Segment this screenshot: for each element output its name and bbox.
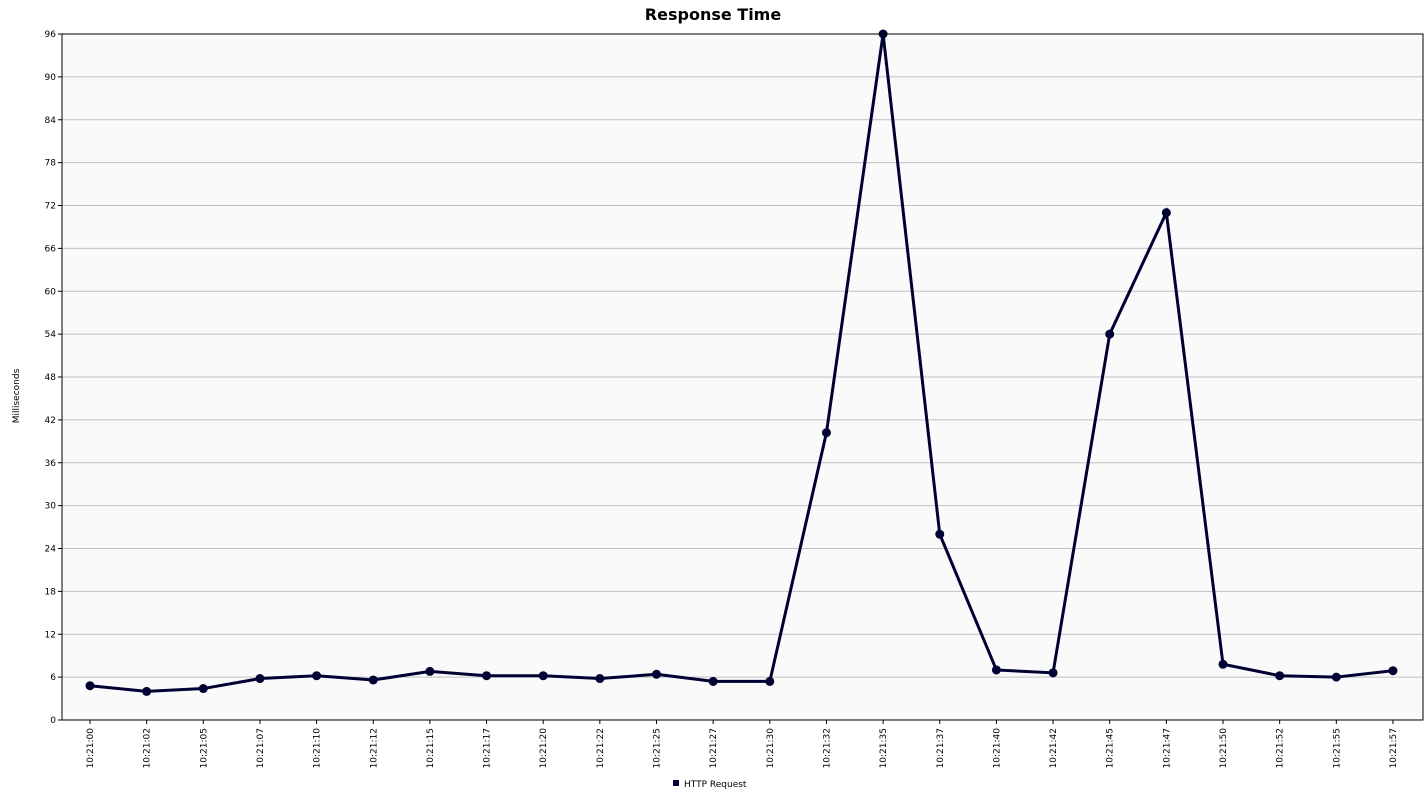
- y-tick-label: 48: [45, 373, 57, 383]
- data-point: [935, 529, 945, 539]
- y-axis-label: Milliseconds: [12, 368, 22, 423]
- x-tick-label: 10:21:00: [86, 728, 96, 769]
- data-point: [142, 686, 152, 696]
- x-tick-label: 10:21:57: [1389, 728, 1399, 768]
- x-tick-label: 10:21:50: [1219, 728, 1229, 769]
- x-tick-label: 10:21:10: [313, 728, 323, 769]
- x-tick-label: 10:21:45: [1106, 728, 1116, 768]
- legend: HTTP Request: [673, 780, 747, 790]
- x-tick-label: 10:21:12: [369, 728, 379, 768]
- x-tick-label: 10:21:47: [1162, 728, 1172, 768]
- data-point: [1275, 671, 1285, 681]
- data-point: [991, 665, 1001, 675]
- x-tick-label: 10:21:30: [766, 728, 776, 769]
- y-tick-label: 66: [45, 244, 57, 254]
- data-point: [482, 671, 492, 681]
- x-tick-label: 10:21:35: [879, 728, 889, 768]
- y-tick-label: 0: [50, 716, 56, 726]
- x-tick-label: 10:21:15: [426, 728, 436, 768]
- x-tick-label: 10:21:20: [539, 728, 549, 769]
- series-line: [89, 33, 1394, 693]
- data-point: [1218, 659, 1228, 669]
- y-tick-label: 12: [45, 630, 56, 640]
- y-tick-label: 6: [50, 673, 56, 683]
- y-tick-label: 36: [45, 459, 57, 469]
- x-tick-label: 10:21:27: [709, 728, 719, 768]
- y-tick-label: 90: [45, 73, 57, 83]
- y-tick-label: 60: [45, 287, 57, 297]
- x-tick-label: 10:21:52: [1276, 728, 1286, 768]
- data-point: [368, 675, 378, 685]
- x-tick-label: 10:21:55: [1332, 728, 1342, 768]
- y-tick-label: 24: [45, 545, 57, 555]
- data-point: [85, 681, 95, 691]
- data-point: [1331, 672, 1341, 682]
- y-tick-label: 84: [45, 116, 57, 126]
- plot-border: [61, 33, 1424, 721]
- data-point: [595, 674, 605, 684]
- x-tick-label: 10:21:37: [936, 728, 946, 768]
- x-tick-label: 10:21:25: [653, 728, 663, 768]
- y-tick-label: 42: [45, 416, 56, 426]
- y-tick-label: 72: [45, 202, 56, 212]
- x-tick-label: 10:21:17: [483, 728, 493, 768]
- data-point: [1048, 668, 1058, 678]
- legend-swatch: [673, 780, 679, 786]
- x-tick-label: 10:21:07: [256, 728, 266, 768]
- x-tick-label: 10:21:02: [143, 728, 153, 768]
- chart-title: Response Time: [645, 5, 782, 24]
- x-tick-label: 10:21:42: [1049, 728, 1059, 768]
- y-tick-label: 78: [45, 159, 57, 169]
- data-point: [425, 666, 435, 676]
- x-tick-label: 10:21:32: [822, 728, 832, 768]
- data-point: [255, 674, 265, 684]
- x-axis-ticks: 10:21:00 10:21:02 10:21:05 10:21:07 10:21:10…: [86, 720, 1399, 768]
- data-point: [708, 676, 718, 686]
- data-point: [198, 684, 208, 694]
- y-tick-label: 30: [45, 502, 57, 512]
- y-tick-label: 54: [45, 330, 57, 340]
- data-point: [1388, 666, 1398, 676]
- data-point: [765, 676, 775, 686]
- data-point: [312, 671, 322, 681]
- data-point: [652, 669, 661, 679]
- data-point: [1161, 208, 1171, 218]
- x-tick-label: 10:21:22: [596, 728, 606, 768]
- y-axis-ticks: 0 6 12 18 24 30 36 42 48 54 60 66 72 78 84 90 96: [45, 30, 62, 726]
- legend-label: HTTP Request: [684, 780, 747, 790]
- y-tick-label: 18: [45, 587, 57, 597]
- x-tick-label: 10:21:40: [992, 728, 1002, 769]
- data-point: [1105, 329, 1115, 339]
- data-point: [821, 428, 831, 438]
- grid-lines: [62, 76, 1423, 678]
- data-point: [538, 671, 548, 681]
- x-tick-label: 10:21:05: [199, 728, 209, 768]
- y-tick-label: 96: [45, 30, 57, 40]
